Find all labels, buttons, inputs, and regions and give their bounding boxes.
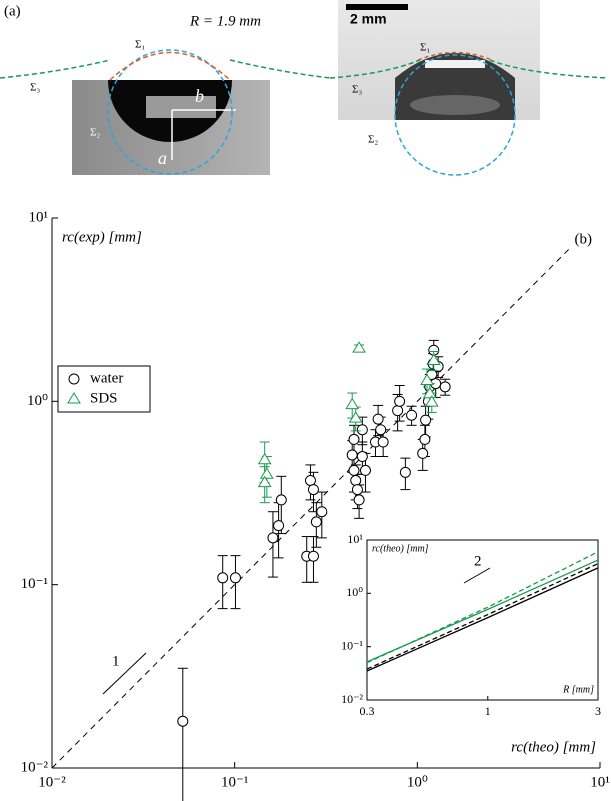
- x-tick-label: 10⁻²: [38, 774, 66, 790]
- legend-marker: [67, 392, 81, 404]
- marker: [177, 715, 189, 727]
- x-tick-label: 10⁰: [407, 774, 428, 790]
- x-axis-label: rc(theo) [mm]: [511, 739, 596, 755]
- y-tick-label: 10⁰: [346, 585, 363, 599]
- scale-bar-label: 2 mm: [350, 11, 387, 27]
- y-tick-label: 10⁻²: [341, 692, 363, 706]
- marker: [352, 341, 366, 353]
- marker: [424, 395, 439, 407]
- line: [366, 563, 599, 670]
- reference-line: [51, 246, 573, 769]
- marker: [439, 381, 451, 393]
- marker: [394, 395, 406, 407]
- legend-label: water: [90, 370, 123, 386]
- marker: [346, 449, 358, 461]
- marker: [419, 433, 431, 445]
- line: [366, 567, 599, 672]
- marker: [229, 572, 241, 584]
- sigma-label: Σ₁: [135, 39, 145, 51]
- marker: [356, 451, 368, 463]
- marker: [304, 474, 316, 486]
- x-tick-label: 10¹: [590, 774, 610, 790]
- marker: [307, 484, 319, 496]
- marker: [316, 506, 328, 518]
- marker: [345, 397, 360, 410]
- marker: [417, 447, 429, 459]
- marker: [399, 466, 411, 478]
- marker: [372, 413, 384, 425]
- marker: [217, 572, 229, 584]
- marker: [351, 484, 363, 496]
- marker: [257, 452, 272, 465]
- marker: [348, 411, 363, 423]
- y-tick-label: 10⁻¹: [341, 638, 363, 652]
- slope-label: 2: [474, 553, 482, 569]
- y-tick-label: 10¹: [347, 532, 363, 546]
- marker: [406, 409, 418, 421]
- marker: [392, 405, 404, 417]
- y-tick-label: 10⁻²: [21, 759, 49, 775]
- slope-indicator: [102, 652, 147, 695]
- slope-indicator: [463, 567, 491, 584]
- axis-a-label: a: [158, 148, 167, 168]
- marker: [420, 373, 434, 385]
- panel-label: (b): [575, 231, 593, 247]
- x-tick-label: 3: [595, 704, 601, 718]
- sigma-label: Σ₂: [90, 127, 100, 139]
- marker: [348, 464, 360, 476]
- axis-b-label: b: [195, 86, 204, 106]
- legend-label: SDS: [90, 390, 118, 406]
- sigma-label: Σ₁: [420, 42, 430, 54]
- marker: [426, 353, 441, 366]
- marker: [353, 494, 365, 506]
- marker: [259, 467, 274, 479]
- sigma-label: Σ₂: [368, 134, 378, 146]
- y-tick-label: 10¹: [29, 209, 49, 225]
- x-tick-label: 10⁻¹: [221, 774, 248, 790]
- y-tick-label: 10⁻¹: [21, 576, 48, 592]
- marker: [273, 520, 285, 532]
- photo-left: [0, 49, 331, 175]
- marker: [350, 474, 362, 486]
- marker: [356, 424, 368, 436]
- marker: [375, 424, 387, 436]
- slope-label: 1: [112, 653, 120, 669]
- y-axis-label: rc(theo) [mm]: [372, 543, 429, 554]
- line: [366, 551, 599, 664]
- x-tick-label: 1: [485, 704, 491, 718]
- marker: [359, 464, 371, 476]
- panel-label: (a): [4, 3, 21, 19]
- marker: [422, 386, 437, 399]
- x-tick-label: 0.3: [360, 704, 375, 718]
- marker: [348, 433, 360, 445]
- sigma-label: Σ₃: [30, 82, 40, 94]
- marker: [267, 532, 279, 544]
- sigma-label: Σ₃: [352, 84, 362, 96]
- photo-right: [329, 0, 609, 176]
- marker: [257, 475, 272, 488]
- marker: [307, 550, 319, 562]
- marker: [377, 436, 389, 448]
- x-axis-label: R [mm]: [562, 684, 594, 695]
- marker: [420, 414, 432, 426]
- marker: [275, 494, 287, 506]
- y-tick-label: 10⁰: [27, 393, 48, 409]
- y-axis-label: rc(exp) [mm]: [62, 229, 142, 245]
- marker: [310, 516, 322, 528]
- legend-marker: [68, 373, 80, 385]
- radius-label: R = 1.9 mm: [189, 13, 261, 29]
